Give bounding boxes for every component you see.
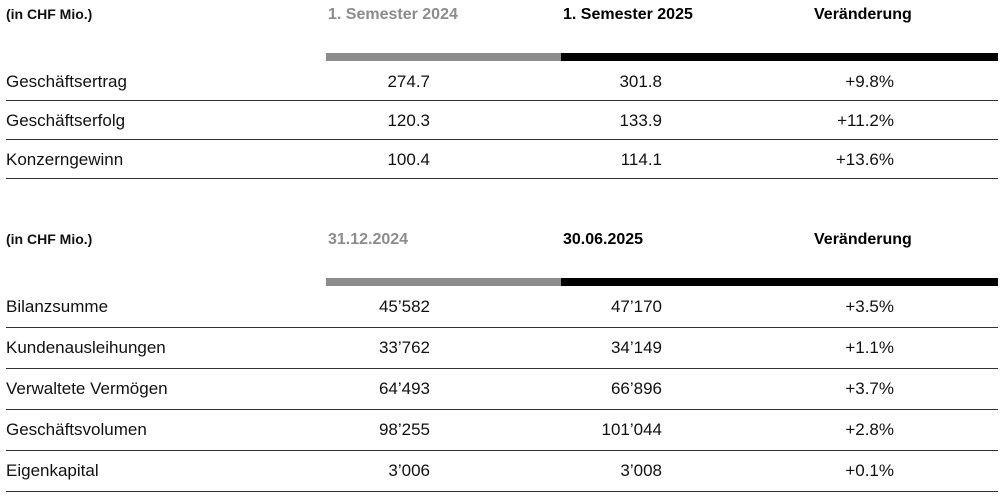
- column-header-previous: 1. Semester 2024: [328, 6, 458, 23]
- table-row: Verwaltete Vermögen 64’493 66’896 +3.7%: [6, 369, 998, 410]
- change-value: +1.1%: [845, 338, 894, 357]
- column-header-previous: 31.12.2024: [328, 231, 409, 248]
- current-period-bar: [561, 278, 998, 286]
- current-value: 114.1: [620, 150, 662, 169]
- table-row: Konzerngewinn 100.4 114.1 +13.6%: [6, 140, 998, 179]
- previous-value: 45’582: [378, 297, 430, 316]
- previous-value: 120.3: [387, 111, 430, 130]
- table-row: Geschäftsvolumen 98’255 101’044 +2.8%: [6, 410, 998, 451]
- row-label: Geschäftserfolg: [6, 111, 126, 130]
- previous-value: 33’762: [378, 338, 430, 357]
- table-header: (in CHF Mio.) 1. Semester 2024 1. Semest…: [6, 6, 998, 62]
- change-value: +11.2%: [837, 111, 894, 130]
- change-value: +0.1%: [845, 461, 894, 480]
- current-value: 66’896: [610, 379, 662, 398]
- previous-value: 100.4: [387, 150, 430, 169]
- unit-label: (in CHF Mio.): [6, 6, 93, 22]
- column-header-change: Veränderung: [814, 6, 912, 23]
- table-row: Bilanzsumme 45’582 47’170 +3.5%: [6, 287, 998, 328]
- row-label: Konzerngewinn: [6, 150, 124, 169]
- row-label: Eigenkapital: [6, 461, 99, 480]
- column-header-change: Veränderung: [814, 231, 912, 248]
- table-row: Geschäftserfolg 120.3 133.9 +11.2%: [6, 101, 998, 140]
- change-value: +3.7%: [845, 379, 894, 398]
- current-value: 133.9: [619, 111, 662, 130]
- change-value: +3.5%: [845, 297, 894, 316]
- previous-value: 64’493: [378, 379, 430, 398]
- table-row: Eigenkapital 3’006 3’008 +0.1%: [6, 451, 998, 492]
- column-header-current: 30.06.2025: [563, 231, 644, 248]
- current-value: 34’149: [610, 338, 662, 357]
- table-row: Kundenausleihungen 33’762 34’149 +1.1%: [6, 328, 998, 369]
- current-value: 101’044: [601, 420, 662, 439]
- change-value: +13.6%: [835, 150, 894, 169]
- previous-value: 3’006: [388, 461, 430, 480]
- table-header: (in CHF Mio.) 31.12.2024 30.06.2025 Verä…: [6, 231, 998, 287]
- row-label: Bilanzsumme: [6, 297, 109, 316]
- income-table: (in CHF Mio.) 1. Semester 2024 1. Semest…: [6, 6, 998, 179]
- header-bars: [326, 53, 998, 61]
- previous-value: 98’255: [378, 420, 430, 439]
- balance-table: (in CHF Mio.) 31.12.2024 30.06.2025 Verä…: [6, 231, 998, 492]
- change-value: +2.8%: [845, 420, 894, 439]
- column-header-current: 1. Semester 2025: [563, 6, 693, 23]
- current-period-bar: [561, 53, 998, 61]
- current-value: 3’008: [620, 461, 662, 480]
- change-value: +9.8%: [845, 72, 894, 91]
- unit-label: (in CHF Mio.): [6, 231, 93, 247]
- previous-period-bar: [326, 53, 561, 61]
- header-bars: [326, 278, 998, 286]
- row-label: Kundenausleihungen: [6, 338, 166, 357]
- row-label: Geschäftsertrag: [6, 72, 127, 91]
- table-row: Geschäftsertrag 274.7 301.8 +9.8%: [6, 62, 998, 101]
- previous-value: 274.7: [387, 72, 430, 91]
- row-label: Verwaltete Vermögen: [6, 379, 168, 398]
- row-label: Geschäftsvolumen: [6, 420, 147, 439]
- current-value: 301.8: [619, 72, 662, 91]
- current-value: 47’170: [610, 297, 662, 316]
- previous-period-bar: [326, 278, 561, 286]
